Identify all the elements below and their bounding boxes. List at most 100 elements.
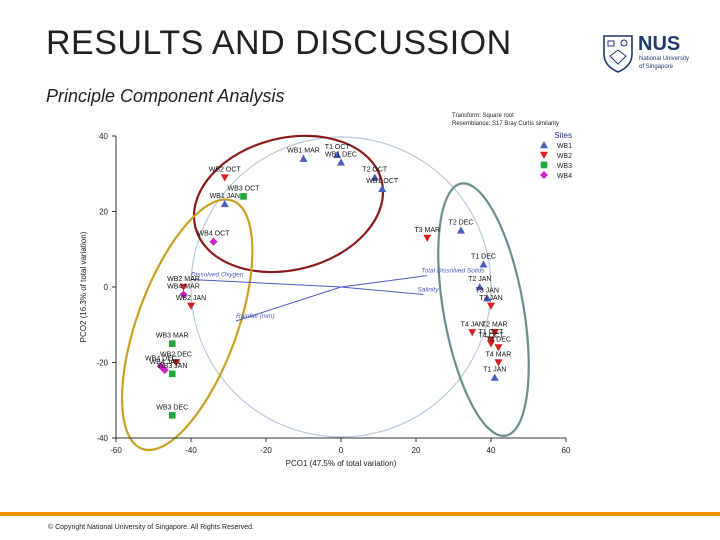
point-wb1 (457, 226, 465, 234)
point-wb1 (370, 173, 379, 181)
point-wb1 (490, 373, 499, 381)
legend-label: WB4 (557, 173, 572, 180)
x-axis-label: PCO1 (47.5% of total variation) (286, 459, 397, 468)
logo-name: NUS (638, 33, 680, 55)
point-label: WB2 OCT (209, 167, 242, 174)
point-label: WB4 DEC (145, 355, 177, 362)
copyright-notice: © Copyright National University of Singa… (48, 524, 254, 531)
point-wb4 (209, 237, 218, 246)
group-ellipse-right (437, 182, 530, 437)
point-wb1 (337, 158, 345, 166)
point-wb2 (487, 340, 495, 348)
vector-label: Rainfall (mm) (236, 313, 275, 320)
point-label: WB3 MAR (156, 333, 189, 340)
transform-info: Transform: Square root (452, 113, 514, 119)
point-label: T1 JAN (483, 367, 506, 374)
accent-bar (0, 512, 720, 516)
point-wb2 (490, 329, 499, 337)
legend-title: Sites (554, 131, 572, 140)
point-wb1 (299, 154, 308, 162)
point-wb3 (168, 412, 176, 419)
legend-marker (540, 171, 548, 179)
legend-label: WB2 (557, 153, 572, 160)
point-label: WB4 JAN (150, 359, 180, 366)
legend-label: WB1 (557, 143, 572, 150)
point-wb2 (494, 344, 503, 352)
y-tick-label: -20 (96, 359, 108, 368)
point-label: WB1 JAN (210, 193, 240, 200)
point-wb3 (240, 193, 247, 200)
point-wb2 (179, 283, 188, 291)
x-tick-label: 0 (339, 446, 344, 455)
point-wb1 (483, 294, 492, 302)
vector-label: Salinity (418, 287, 440, 294)
legend-marker (540, 161, 548, 169)
point-label: WB1 DEC (325, 151, 357, 158)
point-wb2 (494, 359, 503, 367)
point-wb1 (378, 184, 387, 193)
x-tick-label: -60 (110, 446, 122, 455)
nus-logo: NUS National University of Singapore (603, 33, 689, 73)
point-label: T3 JAN (479, 295, 502, 302)
point-label: T4 DEC (486, 336, 511, 343)
vector-label: Dissolved Oxygen (191, 271, 244, 278)
vector-line (340, 286, 424, 296)
vector-line (235, 286, 342, 322)
point-label: WB3 JAN (157, 363, 187, 370)
point-label: WB4 MAR (167, 284, 200, 291)
vector-label: Total Dissolved Solids (421, 268, 485, 275)
group-ellipse-left (120, 198, 254, 452)
point-label: WB2 MAR (167, 276, 200, 283)
nus-crest-icon (603, 35, 633, 73)
point-wb1 (479, 260, 488, 268)
point-wb1 (220, 199, 229, 208)
y-tick-label: 40 (99, 132, 108, 141)
point-label: WB2 DEC (160, 352, 192, 359)
point-wb2 (487, 336, 495, 344)
point-label: T2 OCT (362, 167, 388, 174)
point-label: WB1 MAR (287, 148, 320, 155)
point-label: T2 DEC (449, 219, 474, 226)
x-tick-label: -40 (185, 446, 197, 455)
point-wb1 (333, 150, 342, 159)
vector-line (190, 278, 342, 288)
point-label: WB3 DEC (156, 404, 188, 411)
group-ellipse-upper (192, 134, 385, 274)
point-label: T1 OCT (325, 144, 351, 151)
point-wb2 (487, 302, 495, 310)
y-tick-label: 20 (99, 208, 108, 217)
point-label: T2 MAR (482, 321, 508, 328)
point-label: WB1 OCT (366, 178, 399, 185)
legend-marker (540, 141, 548, 149)
logo-line-1: National University (639, 56, 689, 62)
y-tick-label: -40 (96, 434, 108, 443)
correlation-circle (190, 136, 492, 438)
point-wb4 (160, 366, 169, 375)
point-label: T3 MAR (414, 227, 440, 234)
y-tick-label: 0 (104, 283, 109, 292)
legend-marker (540, 151, 548, 159)
point-label: T1 OCT (479, 329, 505, 336)
slide-title: RESULTS AND DISCUSSION (46, 24, 512, 62)
logo-line-2: of Singapore (639, 64, 674, 70)
x-tick-label: 40 (487, 446, 496, 455)
point-label: T1 DEC (471, 253, 496, 260)
point-wb2 (172, 359, 180, 367)
point-label: T3 JAN (476, 287, 499, 294)
point-wb2 (423, 234, 432, 242)
point-label: WB3 OCT (228, 185, 261, 192)
point-wb2 (187, 302, 195, 310)
pco-chart: -60 -40 -20 0 20 40 60 -40 -20 0 20 40 PCO1 (47.5% o… (74, 108, 584, 472)
legend-label: WB3 (557, 163, 572, 170)
vector-line (340, 275, 428, 288)
transform-info: Resemblance: S17 Bray Curtis similarity (452, 121, 559, 127)
point-label: WB2 JAN (176, 295, 206, 302)
point-label: T4 MAR (486, 352, 512, 359)
point-label: T4 OCT (479, 333, 505, 340)
x-tick-label: -20 (260, 446, 272, 455)
x-tick-label: 20 (412, 446, 421, 455)
point-wb4 (179, 290, 188, 299)
point-label: T2 JAN (468, 276, 491, 283)
point-wb3 (168, 370, 176, 378)
